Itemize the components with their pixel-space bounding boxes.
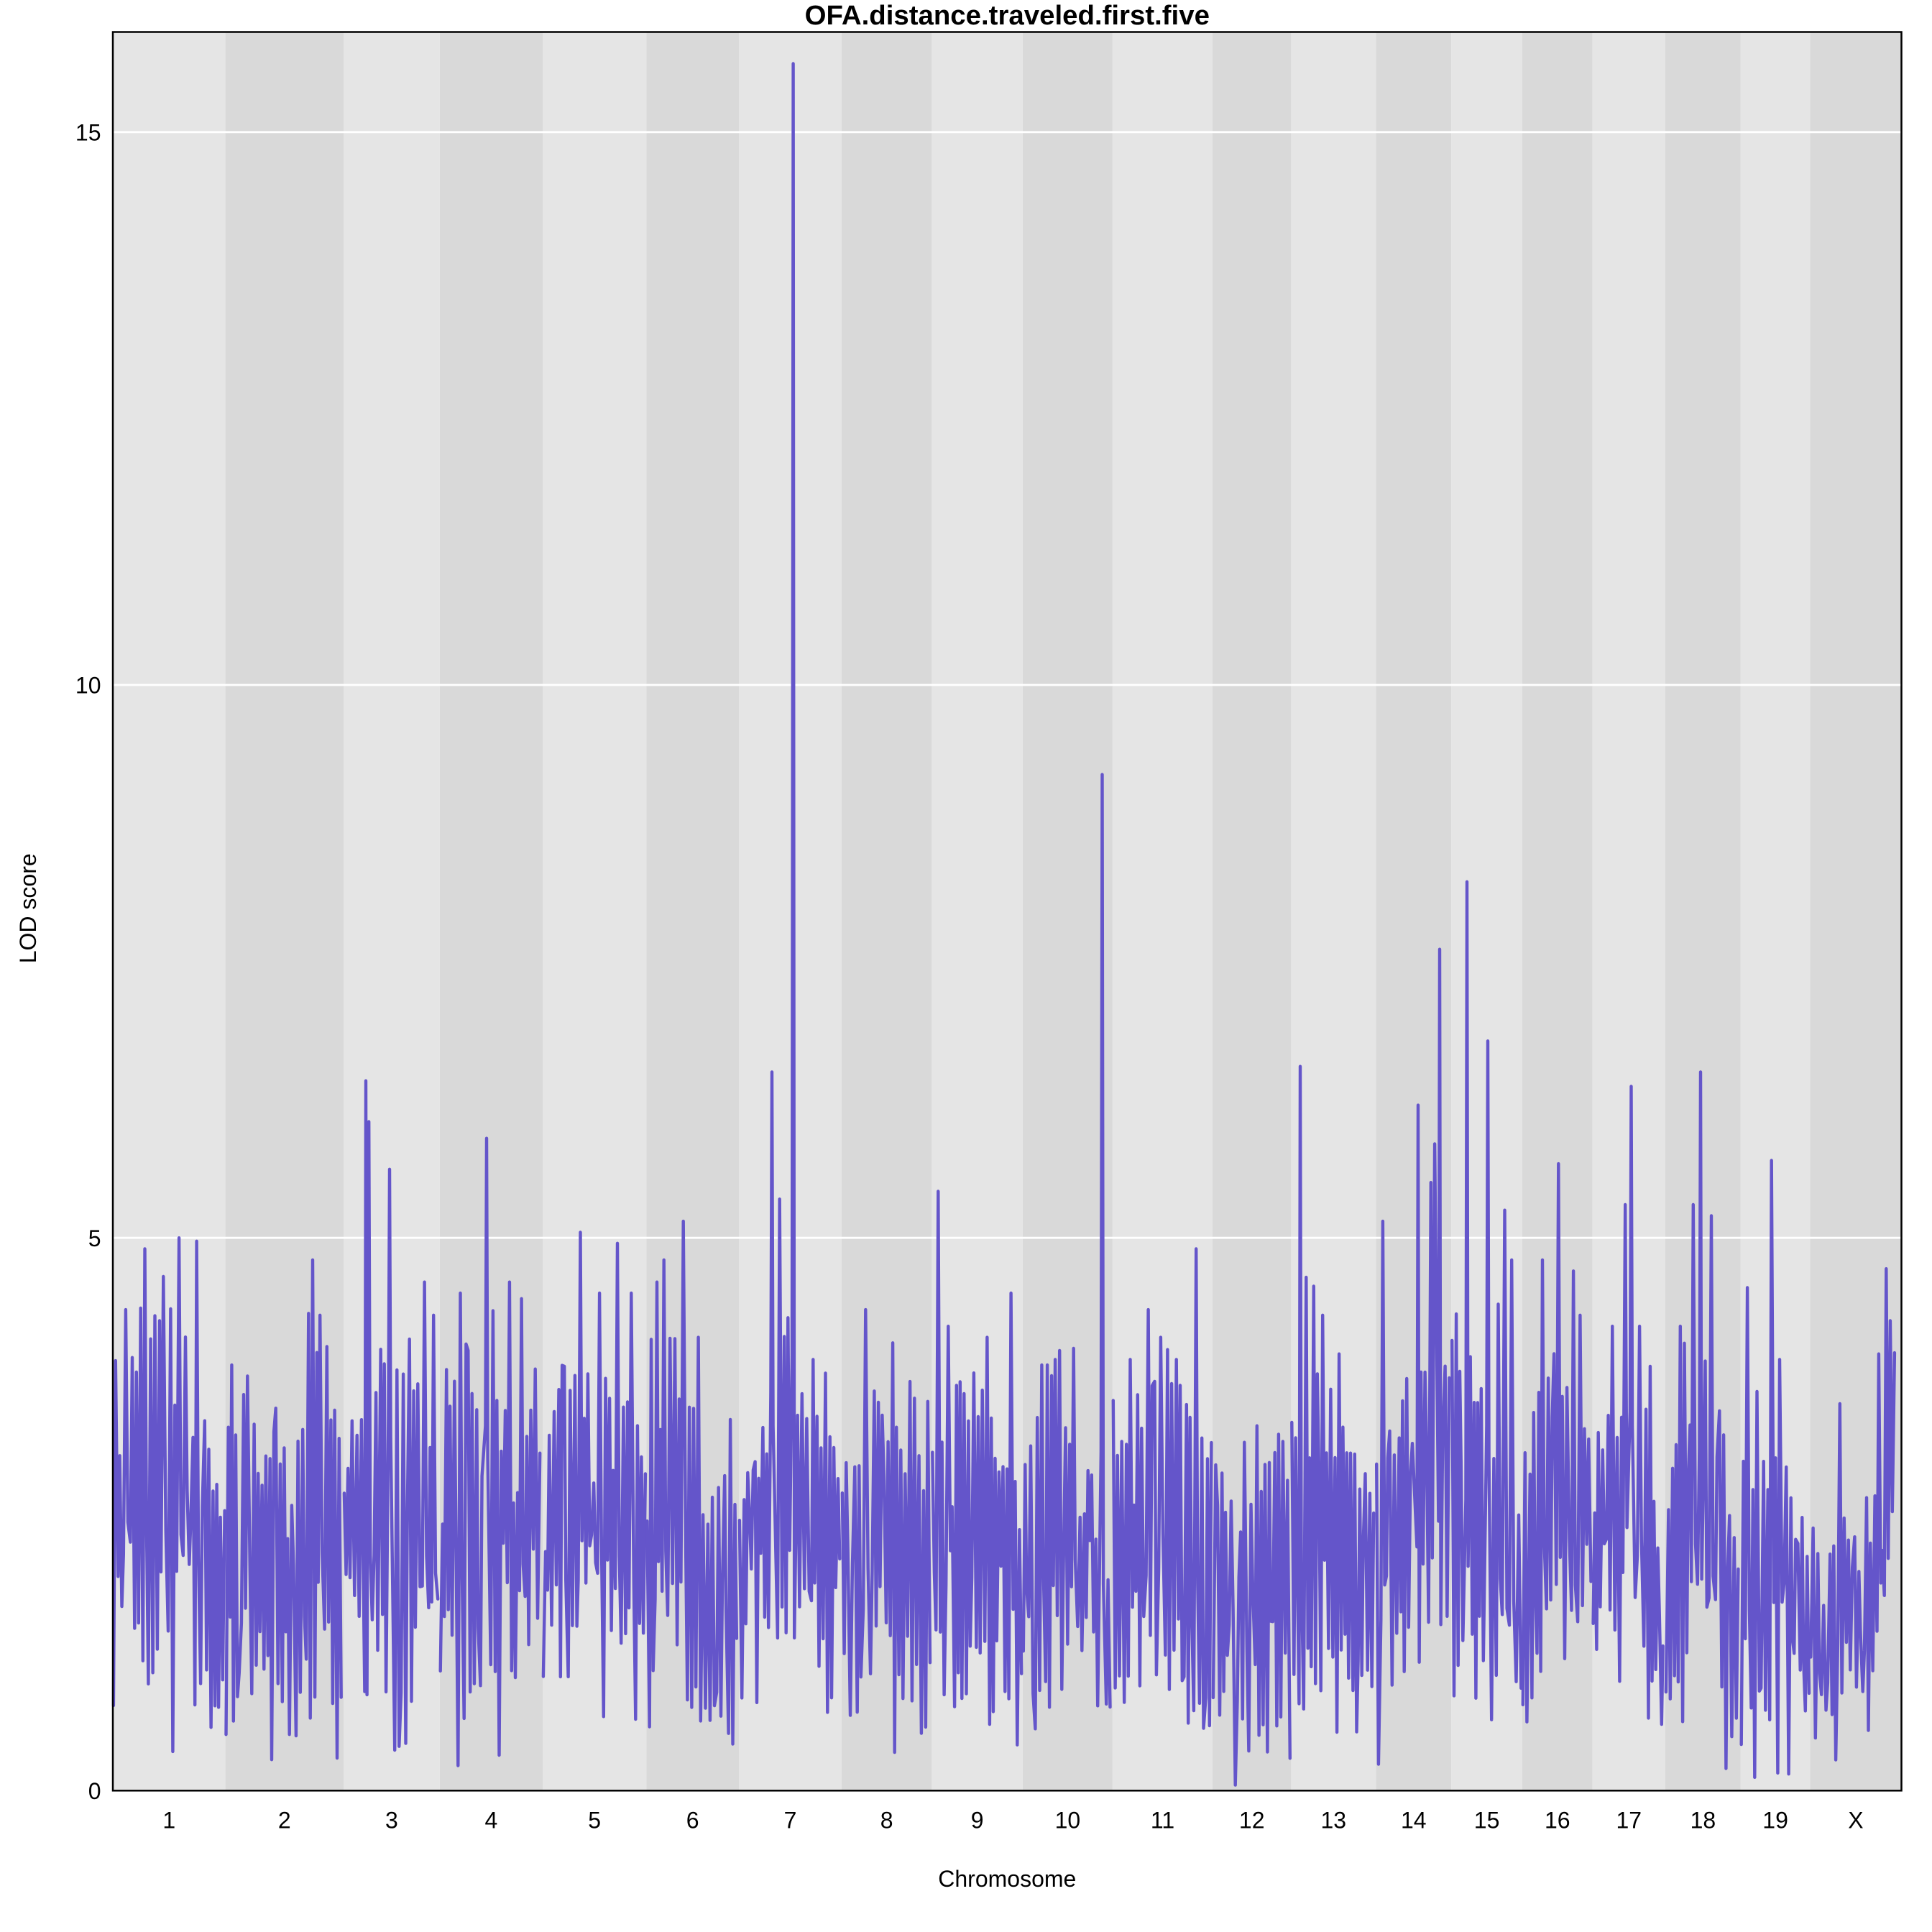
svg-text:14: 14 <box>1401 1808 1427 1834</box>
svg-text:4: 4 <box>485 1808 498 1834</box>
svg-text:1: 1 <box>162 1808 175 1834</box>
svg-text:19: 19 <box>1762 1808 1788 1834</box>
svg-text:6: 6 <box>686 1808 699 1834</box>
svg-text:9: 9 <box>971 1808 984 1834</box>
svg-text:5: 5 <box>88 1225 101 1251</box>
svg-text:15: 15 <box>75 120 101 146</box>
svg-text:17: 17 <box>1616 1808 1642 1834</box>
svg-text:5: 5 <box>588 1808 601 1834</box>
svg-text:16: 16 <box>1545 1808 1570 1834</box>
svg-text:Chromosome: Chromosome <box>938 1866 1076 1892</box>
svg-text:0: 0 <box>88 1778 101 1804</box>
svg-text:7: 7 <box>784 1808 797 1834</box>
svg-text:3: 3 <box>385 1808 398 1834</box>
svg-text:12: 12 <box>1239 1808 1265 1834</box>
svg-text:13: 13 <box>1321 1808 1347 1834</box>
svg-text:10: 10 <box>1055 1808 1081 1834</box>
svg-text:2: 2 <box>278 1808 291 1834</box>
svg-text:X: X <box>1848 1808 1863 1834</box>
svg-text:10: 10 <box>75 673 101 699</box>
svg-text:11: 11 <box>1151 1808 1174 1834</box>
svg-text:OFA.distance.traveled.first.fi: OFA.distance.traveled.first.five <box>805 0 1210 31</box>
svg-text:8: 8 <box>880 1808 893 1834</box>
svg-text:LOD score: LOD score <box>15 853 41 963</box>
svg-text:18: 18 <box>1690 1808 1716 1834</box>
svg-text:15: 15 <box>1474 1808 1500 1834</box>
